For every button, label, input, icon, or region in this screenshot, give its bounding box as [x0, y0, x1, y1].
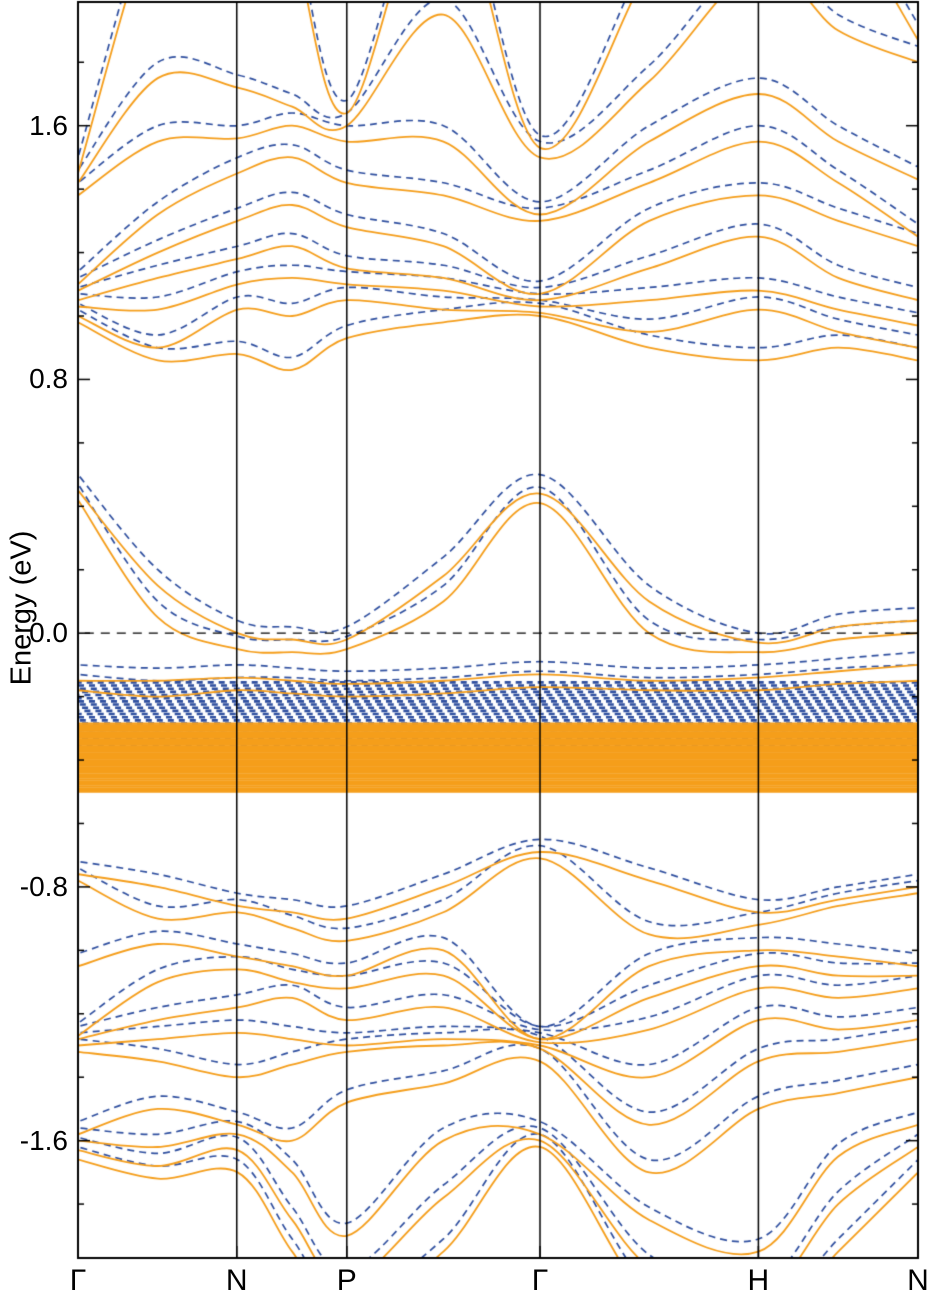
y-tick-label: 0.0 — [29, 617, 68, 649]
k-point-label: Γ — [69, 1264, 87, 1294]
y-tick-label: 1.6 — [29, 109, 68, 141]
k-point-label: H — [747, 1264, 770, 1294]
y-tick-label: 0.8 — [29, 363, 68, 395]
k-point-label: Γ — [531, 1264, 549, 1294]
y-tick-label: -0.8 — [19, 870, 68, 902]
k-point-label: N — [225, 1264, 248, 1294]
y-tick-label: -1.6 — [19, 1124, 68, 1156]
k-point-label: P — [336, 1264, 357, 1294]
y-axis-title: Energy (eV) — [5, 530, 38, 686]
k-point-label: N — [907, 1264, 929, 1294]
